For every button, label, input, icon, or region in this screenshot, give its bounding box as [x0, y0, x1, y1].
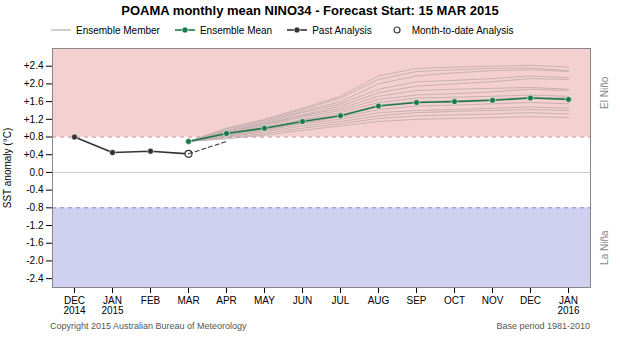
svg-text:+1.2: +1.2	[24, 114, 44, 125]
svg-text:0.0: 0.0	[30, 167, 44, 178]
svg-text:La Niña: La Niña	[599, 230, 610, 265]
html-text:Month-to-date Analysis: Month-to-date Analysis	[411, 24, 514, 36]
svg-text:JAN2015: JAN2015	[101, 295, 124, 316]
svg-text:DEC: DEC	[520, 295, 541, 306]
html-text:Ensemble Member: Ensemble Member	[76, 24, 160, 36]
svg-text:-2.0: -2.0	[26, 255, 44, 266]
svg-text:-1.2: -1.2	[26, 220, 44, 231]
svg-text:SEP: SEP	[406, 295, 426, 306]
svg-text:-0.8: -0.8	[26, 202, 44, 213]
svg-text:-1.6: -1.6	[26, 237, 44, 248]
svg-text:SST anomaly (°C): SST anomaly (°C)	[2, 128, 13, 209]
html-text:Ensemble Mean: Ensemble Mean	[199, 24, 273, 36]
svg-text:El Niño: El Niño	[599, 76, 610, 109]
svg-text:APR: APR	[216, 295, 237, 306]
svg-text:OCT: OCT	[444, 295, 465, 306]
html-text:POAMA monthly mean NINO34 - Fo: POAMA monthly mean NINO34 - Forecast Sta…	[121, 3, 499, 18]
svg-text:JAN2016: JAN2016	[557, 295, 580, 316]
svg-text:+0.8: +0.8	[24, 131, 44, 142]
svg-text:JUL: JUL	[332, 295, 350, 306]
svg-text:+1.6: +1.6	[24, 96, 44, 107]
svg-text:+2.4: +2.4	[24, 60, 44, 71]
svg-text:JUN: JUN	[293, 295, 312, 306]
svg-text:+0.4: +0.4	[24, 149, 44, 160]
svg-text:FEB: FEB	[141, 295, 161, 306]
html-text:Copyright 2015 Australian Bure: Copyright 2015 Australian Bureau of Mete…	[50, 321, 247, 331]
html-text:Base period 1981-2010: Base period 1981-2010	[496, 321, 590, 331]
svg-text:-0.4: -0.4	[26, 184, 44, 195]
html-text:Past Analysis: Past Analysis	[312, 24, 372, 36]
svg-text:AUG: AUG	[368, 295, 390, 306]
svg-text:NOV: NOV	[482, 295, 504, 306]
svg-text:+2.0: +2.0	[24, 78, 44, 89]
svg-text:MAY: MAY	[254, 295, 275, 306]
svg-text:-2.4: -2.4	[26, 273, 44, 284]
svg-text:DEC2014: DEC2014	[63, 295, 86, 316]
svg-text:MAR: MAR	[177, 295, 199, 306]
